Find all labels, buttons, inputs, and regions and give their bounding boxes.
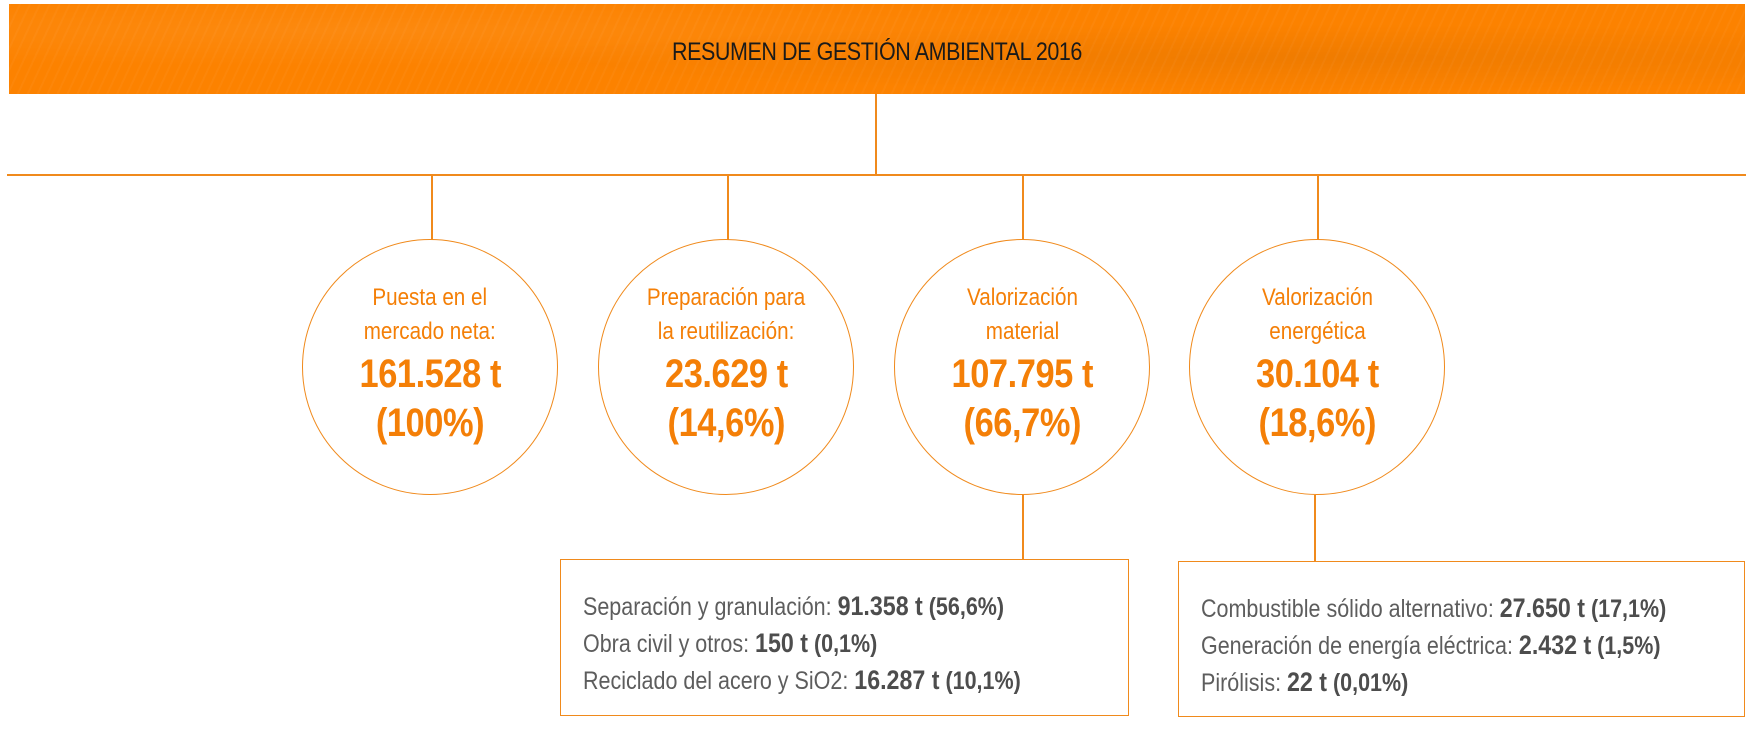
- breakdown-row: Obra civil y otros: 150 t (0,1%): [583, 628, 878, 658]
- material-breakdown-box: Separación y granulación: 91.358 t (56,6…: [560, 559, 1129, 716]
- connector-energy-box: [1314, 495, 1316, 561]
- row-percentage: (1,5%): [1591, 632, 1661, 660]
- row-value: 91.358 t: [837, 591, 923, 621]
- connector-branch-1: [431, 175, 433, 245]
- energy-breakdown-box: Combustible sólido alternativo: 27.650 t…: [1178, 561, 1745, 717]
- node-preparacion-reutilizacion: Preparación para la reutilización: 23.62…: [598, 239, 854, 495]
- breakdown-row: Reciclado del acero y SiO2: 16.287 t (10…: [583, 665, 1021, 695]
- connector-trunk: [875, 94, 877, 175]
- row-value: 27.650 t: [1499, 593, 1585, 623]
- node-label: Valorización energética: [1261, 284, 1373, 345]
- breakdown-row: Generación de energía eléctrica: 2.432 t…: [1201, 630, 1661, 660]
- node-label: Puesta en el mercado neta:: [364, 284, 496, 345]
- title-banner: RESUMEN DE GESTIÓN AMBIENTAL 2016: [9, 4, 1745, 94]
- node-value: 23.629 t: [664, 352, 788, 396]
- node-label: Valorización material: [966, 284, 1078, 345]
- breakdown-row: Separación y granulación: 91.358 t (56,6…: [583, 591, 1005, 621]
- connector-branch-3: [1022, 175, 1024, 242]
- row-value: 16.287 t: [854, 665, 940, 695]
- row-percentage: (17,1%): [1584, 595, 1667, 623]
- node-valorizacion-energetica: Valorización energética 30.104 t (18,6%): [1189, 239, 1445, 495]
- node-value: 161.528 t: [359, 352, 501, 396]
- diagram-title: RESUMEN DE GESTIÓN AMBIENTAL 2016: [672, 38, 1082, 66]
- node-percentage: (66,7%): [963, 401, 1081, 445]
- connector-material-box: [1022, 495, 1024, 559]
- node-label: Preparación para la reutilización:: [646, 284, 806, 345]
- node-valorizacion-material: Valorización material 107.795 t (66,7%): [894, 239, 1150, 495]
- connector-branch-2: [727, 175, 729, 243]
- row-value: 150 t: [755, 628, 808, 658]
- node-value: 107.795 t: [951, 352, 1093, 396]
- row-percentage: (56,6%): [922, 593, 1005, 621]
- breakdown-row: Combustible sólido alternativo: 27.650 t…: [1201, 593, 1667, 623]
- row-value: 22 t: [1287, 667, 1328, 697]
- row-value: 2.432 t: [1518, 630, 1592, 660]
- node-puesta-mercado: Puesta en el mercado neta: 161.528 t (10…: [302, 239, 558, 495]
- node-value: 30.104 t: [1255, 352, 1379, 396]
- node-percentage: (14,6%): [667, 401, 785, 445]
- node-percentage: (18,6%): [1258, 401, 1376, 445]
- row-percentage: (10,1%): [939, 667, 1021, 695]
- row-percentage: (0,01%): [1327, 669, 1409, 697]
- breakdown-row: Pirólisis: 22 t (0,01%): [1201, 667, 1409, 697]
- connector-horizontal: [7, 174, 1746, 176]
- node-percentage: (100%): [375, 401, 485, 445]
- row-percentage: (0,1%): [807, 630, 878, 658]
- connector-branch-4: [1317, 175, 1319, 244]
